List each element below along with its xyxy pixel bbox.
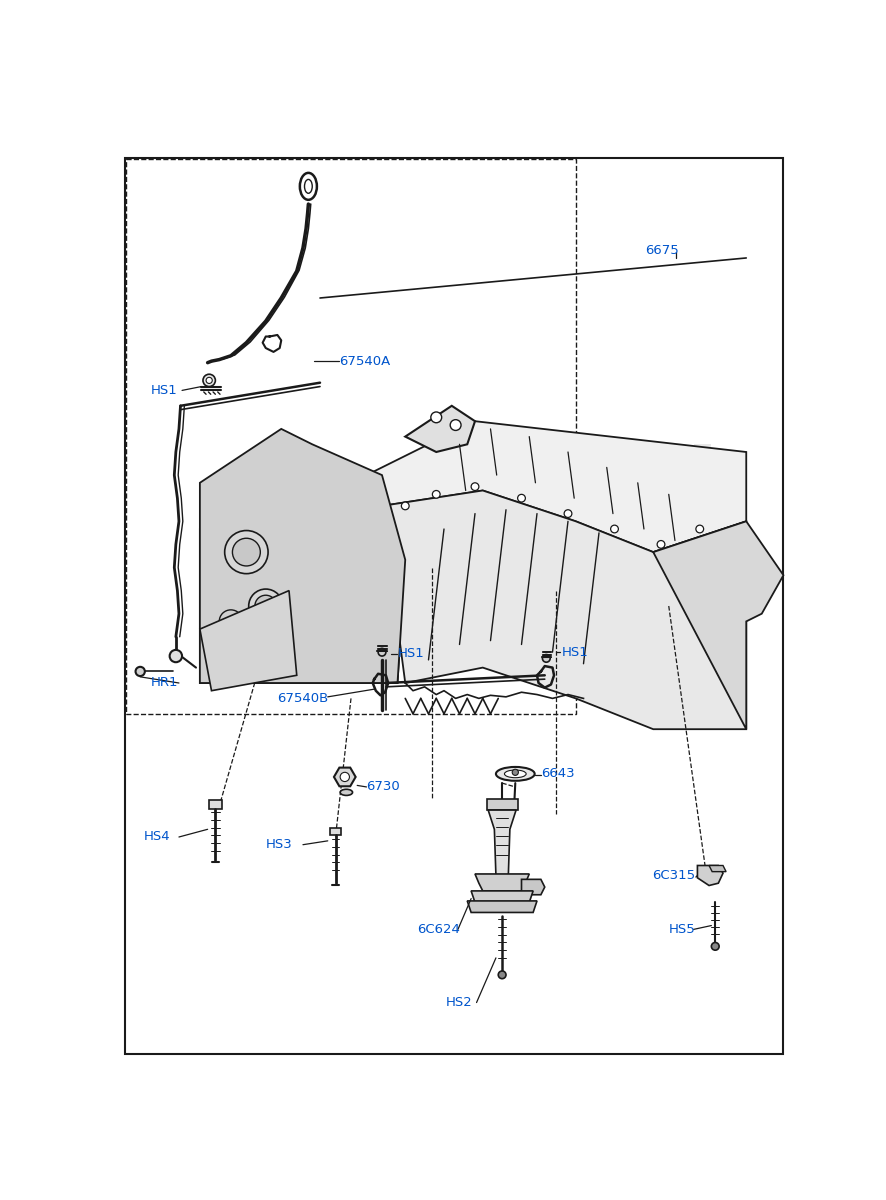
- Polygon shape: [467, 901, 537, 912]
- Ellipse shape: [305, 180, 312, 193]
- Polygon shape: [697, 865, 723, 886]
- Circle shape: [432, 491, 440, 498]
- Bar: [626, 444, 642, 461]
- Polygon shape: [330, 828, 341, 835]
- Circle shape: [610, 526, 618, 533]
- Bar: [609, 496, 626, 512]
- Ellipse shape: [340, 790, 353, 796]
- Circle shape: [471, 482, 478, 491]
- Bar: [591, 512, 609, 529]
- Text: 6730: 6730: [367, 780, 400, 793]
- Bar: [609, 461, 626, 478]
- Bar: [642, 529, 659, 546]
- Bar: [642, 461, 659, 478]
- Polygon shape: [405, 406, 475, 452]
- Bar: [694, 512, 711, 529]
- Circle shape: [378, 648, 386, 656]
- Bar: [677, 461, 694, 478]
- Circle shape: [517, 494, 525, 502]
- Bar: [694, 546, 711, 563]
- Text: 6643: 6643: [540, 767, 574, 780]
- Bar: [659, 478, 677, 496]
- Polygon shape: [334, 768, 355, 786]
- Bar: [626, 478, 642, 496]
- Circle shape: [206, 377, 213, 384]
- Text: HS3: HS3: [266, 838, 292, 851]
- Circle shape: [401, 502, 409, 510]
- Bar: [591, 478, 609, 496]
- Text: 67540A: 67540A: [339, 355, 391, 367]
- Circle shape: [542, 654, 550, 662]
- Ellipse shape: [504, 770, 526, 778]
- Bar: [677, 563, 694, 580]
- Polygon shape: [488, 810, 516, 876]
- Circle shape: [169, 650, 182, 662]
- Polygon shape: [522, 880, 545, 895]
- Circle shape: [203, 374, 215, 386]
- Circle shape: [225, 530, 268, 574]
- Circle shape: [219, 610, 243, 632]
- Circle shape: [225, 643, 244, 661]
- Polygon shape: [486, 798, 517, 810]
- Polygon shape: [200, 428, 405, 683]
- Text: HS1: HS1: [562, 646, 588, 659]
- Text: HS4: HS4: [144, 830, 170, 844]
- Bar: [711, 529, 727, 546]
- Bar: [642, 563, 659, 580]
- Circle shape: [249, 589, 283, 623]
- Circle shape: [498, 971, 506, 979]
- Bar: [659, 444, 677, 461]
- Bar: [591, 444, 609, 461]
- Bar: [591, 546, 609, 563]
- Text: HS1: HS1: [398, 647, 424, 660]
- Polygon shape: [367, 421, 746, 552]
- Bar: [126, 160, 576, 714]
- Circle shape: [696, 526, 703, 533]
- Bar: [659, 512, 677, 529]
- Circle shape: [340, 773, 349, 781]
- Bar: [711, 563, 727, 580]
- Bar: [642, 496, 659, 512]
- Bar: [659, 546, 677, 563]
- Polygon shape: [209, 800, 222, 809]
- Text: HS5: HS5: [669, 923, 696, 936]
- Ellipse shape: [496, 767, 534, 781]
- Text: Schipl: Schipl: [219, 558, 562, 654]
- Text: 6675: 6675: [646, 244, 680, 257]
- Bar: [694, 444, 711, 461]
- Bar: [711, 496, 727, 512]
- Bar: [609, 563, 626, 580]
- Bar: [609, 529, 626, 546]
- Bar: [694, 478, 711, 496]
- Bar: [626, 546, 642, 563]
- Circle shape: [431, 412, 442, 422]
- Ellipse shape: [299, 173, 317, 200]
- Circle shape: [711, 942, 719, 950]
- Text: 6C315: 6C315: [652, 869, 695, 882]
- Circle shape: [255, 595, 276, 617]
- Polygon shape: [200, 590, 297, 691]
- Circle shape: [657, 540, 664, 548]
- Circle shape: [450, 420, 461, 431]
- Circle shape: [512, 769, 518, 775]
- Circle shape: [232, 539, 260, 566]
- Bar: [677, 496, 694, 512]
- Text: 6C624: 6C624: [417, 923, 460, 936]
- Text: HR1: HR1: [151, 677, 179, 690]
- Bar: [626, 512, 642, 529]
- Polygon shape: [653, 521, 783, 730]
- Bar: [711, 461, 727, 478]
- Circle shape: [136, 667, 144, 676]
- Polygon shape: [709, 865, 727, 871]
- Text: HS1: HS1: [151, 384, 178, 397]
- Polygon shape: [200, 475, 405, 683]
- Polygon shape: [382, 491, 746, 730]
- Circle shape: [564, 510, 571, 517]
- Text: HS2: HS2: [446, 996, 472, 1009]
- Bar: [677, 529, 694, 546]
- Polygon shape: [471, 890, 533, 902]
- Text: 67540B: 67540B: [277, 692, 329, 704]
- Polygon shape: [475, 874, 529, 890]
